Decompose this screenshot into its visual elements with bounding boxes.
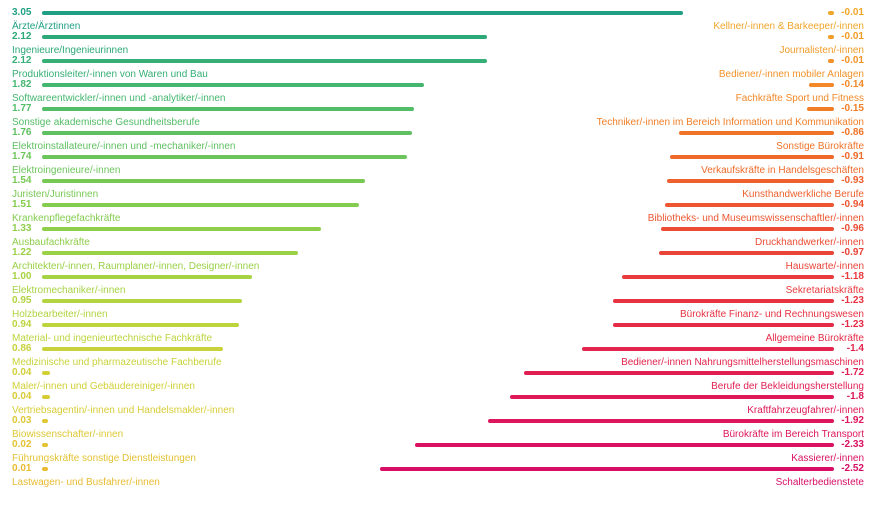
right-value: -1.72 [841, 368, 864, 378]
right-value: -0.96 [841, 224, 864, 234]
right-value: -0.01 [841, 8, 864, 18]
left-bar [42, 155, 407, 159]
right-value: -0.01 [841, 32, 864, 42]
right-bar [659, 251, 834, 255]
left-value: 0.01 [12, 464, 31, 474]
right-bar [613, 299, 834, 303]
left-label: Maler/-innen und Gebäudereiniger/-innen [12, 382, 195, 392]
left-bar [42, 59, 487, 63]
left-value: 3.05 [12, 8, 31, 18]
right-label: Berufe der Bekleidungsherstellung [711, 382, 864, 392]
right-value: -0.93 [841, 176, 864, 186]
right-value: -1.8 [847, 392, 864, 402]
left-label: Medizinische und pharmazeutische Fachber… [12, 358, 222, 368]
left-bar [42, 323, 239, 327]
left-bar [42, 371, 50, 375]
right-value: -1.23 [841, 296, 864, 306]
right-value: -1.4 [847, 344, 864, 354]
left-label: Sonstige akademische Gesundheitsberufe [12, 118, 200, 128]
right-label: Schalterbedienstete [776, 478, 864, 488]
left-bar [42, 443, 48, 447]
right-value: -0.94 [841, 200, 864, 210]
right-value: -1.92 [841, 416, 864, 426]
right-bar [622, 275, 834, 279]
left-value: 0.04 [12, 368, 31, 378]
right-bar [488, 419, 834, 423]
right-label: Bürokräfte Finanz- und Rechnungswesen [680, 310, 864, 320]
left-bar [42, 299, 242, 303]
right-label: Verkaufskräfte in Handelsgeschäften [701, 166, 864, 176]
left-bar [42, 107, 414, 111]
right-bar [582, 347, 834, 351]
left-value: 0.02 [12, 440, 31, 450]
right-bar [807, 107, 834, 111]
left-value: 1.51 [12, 200, 31, 210]
diverging-bar-chart: 3.05Ärzte/Ärztinnen2.12Ingenieure/Ingeni… [0, 0, 876, 517]
right-bar [670, 155, 834, 159]
right-value: -2.52 [841, 464, 864, 474]
left-bar [42, 419, 48, 423]
left-label: Lastwagen- und Busfahrer/-innen [12, 478, 160, 488]
right-value: -2.33 [841, 440, 864, 450]
right-bar [661, 227, 834, 231]
right-label: Techniker/-innen im Bereich Information … [597, 118, 864, 128]
left-bar [42, 131, 412, 135]
right-value: -0.01 [841, 56, 864, 66]
right-bar [809, 83, 834, 87]
right-bar [380, 467, 834, 471]
left-label: Elektroinstallateure/-innen und -mechani… [12, 142, 235, 152]
left-bar [42, 203, 359, 207]
left-value: 0.86 [12, 344, 31, 354]
right-bar [524, 371, 834, 375]
right-value: -0.91 [841, 152, 864, 162]
left-label: Material- und ingenieurtechnische Fachkr… [12, 334, 212, 344]
left-value: 1.00 [12, 272, 31, 282]
left-bar [42, 251, 298, 255]
right-bar [415, 443, 834, 447]
right-bar [613, 323, 834, 327]
right-value: -0.14 [841, 80, 864, 90]
left-bar [42, 467, 48, 471]
right-bar [828, 11, 834, 15]
left-label: Vertriebsagentin/-innen und Handelsmakle… [12, 406, 234, 416]
left-value: 1.33 [12, 224, 31, 234]
right-value: -0.97 [841, 248, 864, 258]
left-bar [42, 395, 50, 399]
left-bar [42, 275, 252, 279]
left-bar [42, 11, 683, 15]
left-value: 1.76 [12, 128, 31, 138]
right-bar [679, 131, 834, 135]
left-value: 1.74 [12, 152, 31, 162]
right-bar [828, 59, 834, 63]
left-value: 1.54 [12, 176, 31, 186]
left-bar [42, 347, 223, 351]
left-label: Produktionsleiter/-innen von Waren und B… [12, 70, 208, 80]
left-value: 0.94 [12, 320, 31, 330]
right-bar [665, 203, 834, 207]
left-bar [42, 179, 365, 183]
left-value: 0.04 [12, 392, 31, 402]
right-bar [828, 35, 834, 39]
right-value: -1.18 [841, 272, 864, 282]
left-bar [42, 35, 487, 39]
left-bar [42, 83, 424, 87]
left-label: Architekten/-innen, Raumplaner/-innen, D… [12, 262, 259, 272]
left-value: 2.12 [12, 56, 31, 66]
left-value: 0.95 [12, 296, 31, 306]
left-value: 1.82 [12, 80, 31, 90]
right-value: -0.86 [841, 128, 864, 138]
right-value: -1.23 [841, 320, 864, 330]
left-value: 2.12 [12, 32, 31, 42]
right-label: Bediener/-innen Nahrungsmittelherstellun… [621, 358, 864, 368]
right-label: Bibliotheks- und Museumswissenschaftler/… [648, 214, 864, 224]
right-bar [510, 395, 834, 399]
left-value: 0.03 [12, 416, 31, 426]
right-bar [667, 179, 834, 183]
left-label: Softwareentwickler/-innen und -analytike… [12, 94, 225, 104]
right-value: -0.15 [841, 104, 864, 114]
left-value: 1.77 [12, 104, 31, 114]
left-value: 1.22 [12, 248, 31, 258]
left-label: Führungskräfte sonstige Dienstleistungen [12, 454, 196, 464]
left-bar [42, 227, 321, 231]
